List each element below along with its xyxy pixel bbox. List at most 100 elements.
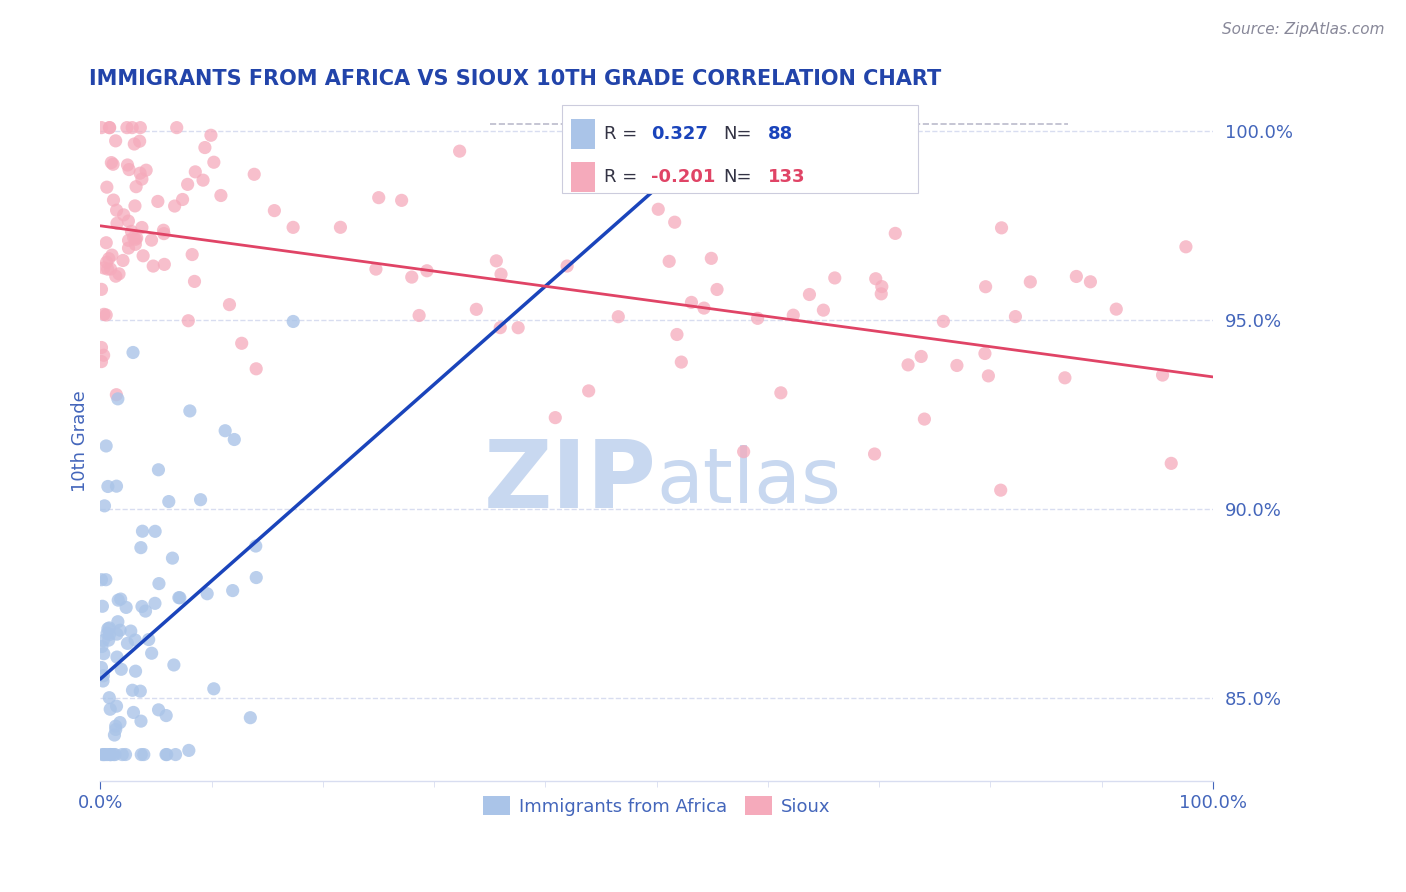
Point — [700, 252, 723, 266]
Point — [93, 499, 115, 513]
Point — [124, 232, 146, 246]
Point — [134, 604, 156, 618]
Text: N=: N= — [723, 125, 752, 143]
Point — [733, 444, 755, 458]
Point — [884, 227, 907, 241]
Point — [865, 271, 887, 285]
Point — [117, 158, 139, 172]
Point — [157, 494, 180, 508]
Point — [1019, 275, 1042, 289]
Point — [98, 120, 121, 135]
Point — [218, 298, 240, 312]
Point — [100, 747, 122, 762]
Point — [121, 683, 143, 698]
Point — [108, 623, 131, 637]
Legend: Immigrants from Africa, Sioux: Immigrants from Africa, Sioux — [475, 789, 838, 823]
Point — [169, 591, 191, 605]
Point — [107, 615, 129, 629]
Point — [129, 120, 152, 135]
Point — [221, 583, 243, 598]
Point — [125, 179, 148, 194]
Point — [98, 747, 121, 762]
Point — [179, 404, 201, 418]
Point — [111, 253, 134, 268]
Point — [97, 479, 120, 493]
Point — [489, 267, 512, 281]
Point — [122, 345, 145, 359]
Point — [98, 627, 121, 641]
Point — [90, 341, 112, 355]
Point — [93, 669, 115, 683]
Point — [167, 591, 190, 605]
Point — [141, 233, 163, 247]
Point — [1053, 371, 1076, 385]
Point — [990, 220, 1012, 235]
Point — [416, 264, 439, 278]
Point — [153, 257, 176, 271]
Point — [364, 262, 387, 277]
Point — [107, 392, 129, 406]
Point — [91, 633, 114, 648]
Point — [974, 279, 997, 293]
Text: R =: R = — [605, 125, 644, 143]
Point — [96, 255, 118, 269]
Point — [124, 664, 146, 678]
Point — [129, 684, 152, 698]
Point — [104, 269, 127, 284]
Point — [1080, 275, 1102, 289]
Point — [544, 410, 567, 425]
Point — [93, 348, 115, 362]
Point — [131, 599, 153, 614]
Point — [105, 203, 128, 218]
Point — [391, 194, 413, 208]
Point — [239, 711, 262, 725]
Point — [148, 576, 170, 591]
Point — [747, 311, 769, 326]
Point — [118, 162, 141, 177]
Point — [465, 302, 488, 317]
Point — [104, 723, 127, 737]
Point — [117, 241, 139, 255]
Point — [117, 233, 139, 247]
Point — [101, 248, 124, 262]
Point — [96, 308, 118, 322]
Point — [104, 747, 127, 762]
Point — [143, 524, 166, 539]
Point — [932, 314, 955, 328]
Point — [104, 719, 127, 733]
Point — [769, 385, 792, 400]
Point — [146, 194, 169, 209]
Point — [115, 600, 138, 615]
Point — [105, 387, 128, 401]
Point — [977, 368, 1000, 383]
Point — [97, 633, 120, 648]
FancyBboxPatch shape — [571, 119, 595, 149]
Point — [97, 252, 120, 266]
Point — [110, 662, 132, 676]
Point — [176, 178, 198, 192]
Point — [122, 706, 145, 720]
Text: -0.201: -0.201 — [651, 168, 716, 186]
Point — [108, 715, 131, 730]
Text: R =: R = — [605, 168, 644, 186]
Point — [946, 359, 969, 373]
Point — [124, 136, 146, 151]
Point — [263, 203, 285, 218]
Point — [990, 483, 1012, 498]
Text: ZIP: ZIP — [484, 436, 657, 528]
Point — [401, 270, 423, 285]
Point — [177, 314, 200, 328]
Point — [863, 447, 886, 461]
Point — [202, 155, 225, 169]
Point — [870, 286, 893, 301]
Point — [94, 747, 117, 762]
Point — [664, 215, 686, 229]
Point — [121, 120, 143, 135]
Point — [103, 193, 125, 207]
Point — [166, 120, 188, 135]
Point — [117, 214, 139, 228]
Point — [1160, 456, 1182, 470]
Point — [93, 647, 115, 661]
Point — [110, 592, 132, 607]
Point — [115, 120, 138, 135]
